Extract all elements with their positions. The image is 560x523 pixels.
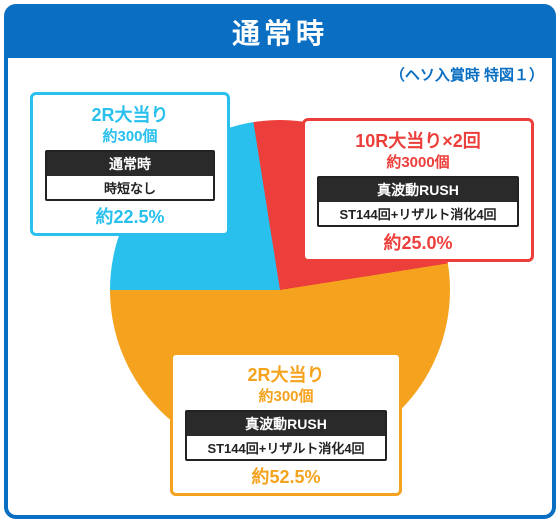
- header-title: 通常時: [232, 12, 328, 52]
- callout-red-sub: 約3000個: [313, 151, 523, 172]
- callout-blue: 2R大当り 約300個 通常時 時短なし 約22.5%: [30, 92, 230, 236]
- callout-orange-rows: 真波動RUSH ST144回+リザルト消化4回: [185, 410, 387, 461]
- callout-orange-row-light: ST144回+リザルト消化4回: [187, 436, 385, 459]
- callout-orange-sub: 約300個: [181, 385, 391, 406]
- callout-blue-title: 2R大当り: [41, 101, 219, 127]
- header-bar: 通常時: [6, 6, 554, 58]
- callout-blue-row-light: 時短なし: [47, 176, 214, 199]
- callout-blue-sub: 約300個: [41, 125, 219, 146]
- callout-blue-pct: 約22.5%: [41, 203, 219, 229]
- callout-orange-title: 2R大当り: [181, 361, 391, 387]
- callout-red-row-light: ST144回+リザルト消化4回: [319, 202, 517, 225]
- subtitle: （ヘソ入賞時 特図１）: [390, 64, 544, 85]
- callout-blue-row-dark: 通常時: [47, 152, 214, 176]
- callout-orange: 2R大当り 約300個 真波動RUSH ST144回+リザルト消化4回 約52.…: [170, 352, 402, 496]
- callout-red-rows: 真波動RUSH ST144回+リザルト消化4回: [317, 176, 519, 227]
- callout-blue-rows: 通常時 時短なし: [45, 150, 216, 201]
- callout-orange-pct: 約52.5%: [181, 463, 391, 489]
- callout-orange-row-dark: 真波動RUSH: [187, 412, 385, 436]
- callout-red-title: 10R大当り×2回: [313, 127, 523, 153]
- callout-red-row-dark: 真波動RUSH: [319, 178, 517, 202]
- callout-red-pct: 約25.0%: [313, 229, 523, 255]
- callout-red: 10R大当り×2回 約3000個 真波動RUSH ST144回+リザルト消化4回…: [302, 118, 534, 262]
